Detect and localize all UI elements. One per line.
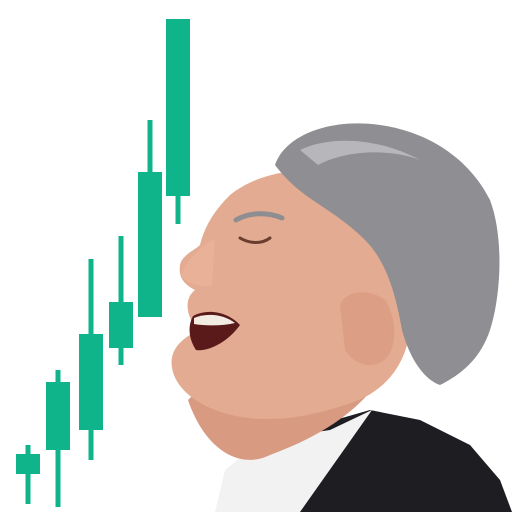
candle-body bbox=[109, 302, 133, 348]
hair-highlight bbox=[300, 140, 420, 165]
nose bbox=[181, 238, 215, 287]
candle-body bbox=[46, 382, 70, 450]
candle-body bbox=[79, 334, 103, 430]
candle-body bbox=[166, 19, 190, 196]
candle-body bbox=[138, 172, 162, 317]
candle-wick bbox=[25, 445, 31, 504]
candle-wick bbox=[118, 236, 124, 365]
ear bbox=[340, 292, 395, 366]
eyebrow bbox=[233, 211, 285, 223]
shirt-collar bbox=[215, 410, 372, 512]
candle-body bbox=[16, 454, 40, 474]
hair bbox=[275, 123, 500, 385]
closed-eye bbox=[238, 236, 272, 244]
face bbox=[171, 171, 410, 420]
teeth bbox=[194, 314, 235, 326]
